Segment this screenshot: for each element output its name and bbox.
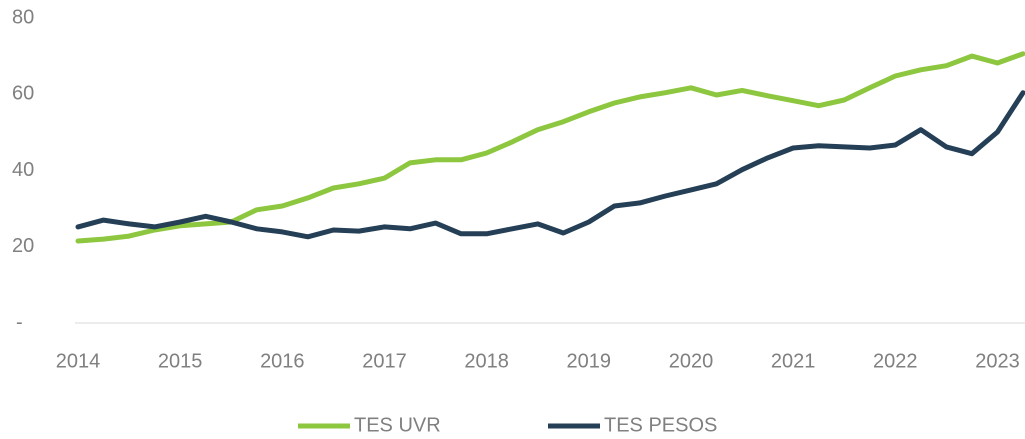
x-tick-label: 2017 — [362, 350, 407, 372]
y-tick-label: - — [16, 311, 23, 333]
x-tick-label: 2014 — [56, 350, 101, 372]
x-tick-label: 2023 — [975, 350, 1020, 372]
x-tick-label: 2015 — [158, 350, 203, 372]
x-tick-label: 2022 — [873, 350, 918, 372]
x-tick-label: 2018 — [464, 350, 509, 372]
y-tick-label: 60 — [12, 83, 34, 105]
x-tick-label: 2021 — [771, 350, 816, 372]
x-tick-label: 2020 — [669, 350, 714, 372]
y-tick-label: 80 — [12, 6, 34, 28]
y-tick-label: 40 — [12, 159, 34, 181]
x-tick-label: 2016 — [260, 350, 305, 372]
y-tick-label: 20 — [12, 235, 34, 257]
series-line — [75, 51, 1025, 244]
x-tick-label: 2019 — [567, 350, 612, 372]
legend-label: TES UVR — [354, 414, 441, 436]
legend-label: TES PESOS — [604, 414, 717, 436]
series-line — [75, 90, 1025, 240]
